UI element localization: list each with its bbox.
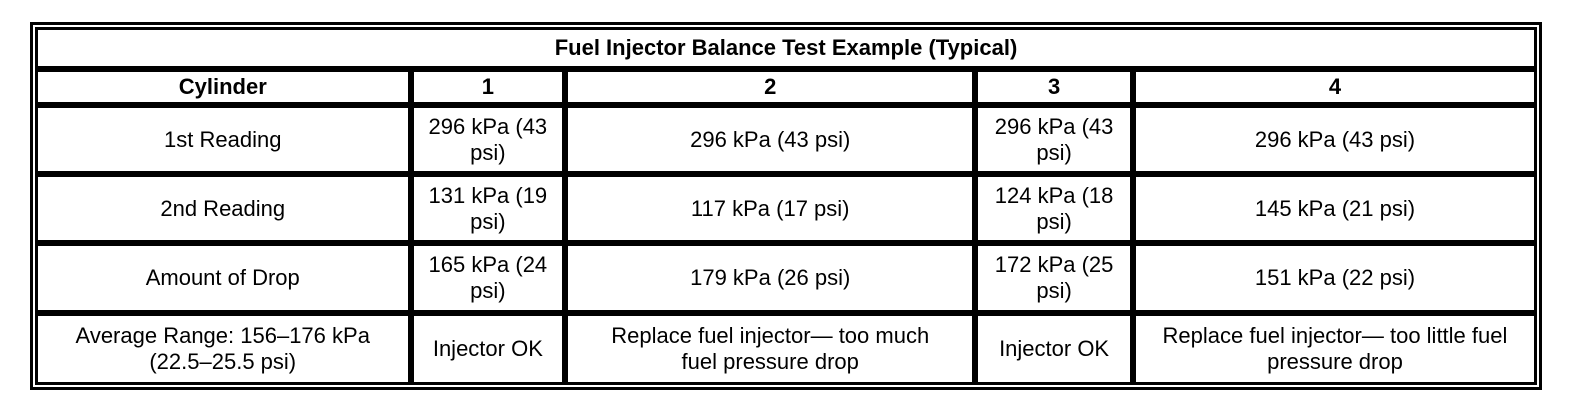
cell-1st-reading-cyl1: 296 kPa (43 psi): [410, 105, 566, 174]
cell-1st-reading-cyl4: 296 kPa (43 psi): [1132, 105, 1537, 174]
fuel-injector-balance-table: Fuel Injector Balance Test Example (Typi…: [30, 22, 1542, 390]
title-row: Fuel Injector Balance Test Example (Typi…: [35, 27, 1537, 69]
cell-drop-cyl4: 151 kPa (22 psi): [1132, 243, 1537, 313]
cell-drop-cyl1: 165 kPa (24 psi): [410, 243, 566, 313]
column-header-1: 1: [410, 69, 566, 105]
cell-result-cyl1: Injector OK: [410, 313, 566, 385]
header-row: Cylinder 1 2 3 4: [35, 69, 1537, 105]
row-amount-of-drop: Amount of Drop 165 kPa (24 psi) 179 kPa …: [35, 243, 1537, 313]
cell-result-cyl3: Injector OK: [975, 313, 1133, 385]
column-header-2: 2: [565, 69, 976, 105]
row-label-amount-of-drop: Amount of Drop: [35, 243, 411, 313]
table-title: Fuel Injector Balance Test Example (Typi…: [35, 27, 1537, 69]
cell-2nd-reading-cyl4: 145 kPa (21 psi): [1132, 174, 1537, 243]
cell-result-cyl4: Replace fuel injector— too little fuel p…: [1132, 313, 1537, 385]
balance-test-table: Fuel Injector Balance Test Example (Typi…: [35, 27, 1537, 385]
row-label-1st-reading: 1st Reading: [35, 105, 411, 174]
row-2nd-reading: 2nd Reading 131 kPa (19 psi) 117 kPa (17…: [35, 174, 1537, 243]
column-header-cylinder: Cylinder: [35, 69, 411, 105]
column-header-3: 3: [975, 69, 1133, 105]
cell-1st-reading-cyl2: 296 kPa (43 psi): [565, 105, 976, 174]
cell-result-cyl2: Replace fuel injector— too much fuel pre…: [565, 313, 976, 385]
row-1st-reading: 1st Reading 296 kPa (43 psi) 296 kPa (43…: [35, 105, 1537, 174]
row-result: Average Range: 156–176 kPa (22.5–25.5 ps…: [35, 313, 1537, 385]
cell-2nd-reading-cyl3: 124 kPa (18 psi): [975, 174, 1133, 243]
column-header-4: 4: [1132, 69, 1537, 105]
cell-2nd-reading-cyl2: 117 kPa (17 psi): [565, 174, 976, 243]
cell-drop-cyl3: 172 kPa (25 psi): [975, 243, 1133, 313]
cell-1st-reading-cyl3: 296 kPa (43 psi): [975, 105, 1133, 174]
cell-2nd-reading-cyl1: 131 kPa (19 psi): [410, 174, 566, 243]
row-label-average-range: Average Range: 156–176 kPa (22.5–25.5 ps…: [35, 313, 411, 385]
cell-drop-cyl2: 179 kPa (26 psi): [565, 243, 976, 313]
row-label-2nd-reading: 2nd Reading: [35, 174, 411, 243]
